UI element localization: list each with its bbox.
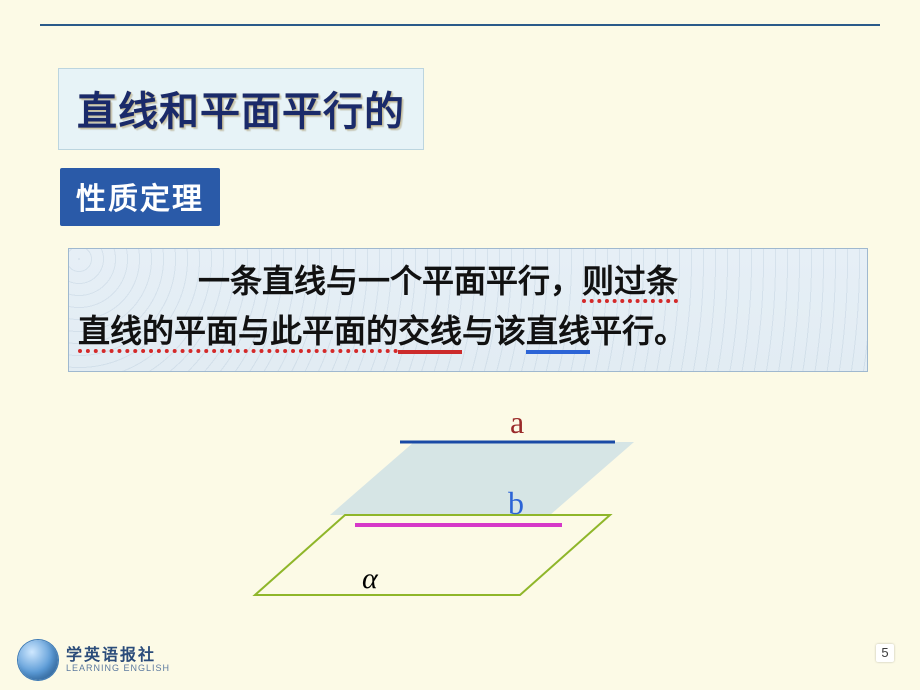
theorem-mid: 与该 — [462, 313, 526, 349]
label-b: b — [508, 485, 524, 522]
theorem-dotted-1: 则过条 — [582, 263, 678, 303]
page-number: 5 — [876, 644, 894, 662]
upper-plane — [330, 442, 634, 515]
theorem-badge: 性质定理 — [60, 168, 220, 226]
brand-cn: 学英语报社 — [66, 648, 170, 664]
theorem-tail: 平行。 — [590, 313, 686, 349]
theorem-plain-1: 一条直线与一个平面平行， — [198, 263, 582, 299]
footer-brand: 学英语报社 LEARNING ENGLISH — [18, 640, 170, 680]
globe-icon — [18, 640, 58, 680]
theorem-text: 一条直线与一个平面平行，则过条 直线的平面与此平面的交线与该直线平行。 — [78, 256, 868, 356]
label-alpha: α — [362, 562, 378, 596]
geometry-diagram — [210, 400, 690, 620]
brand-en: LEARNING ENGLISH — [66, 664, 170, 673]
theorem-jiaoxian: 交线 — [398, 313, 462, 354]
top-rule — [40, 24, 880, 26]
theorem-zhixian: 直线 — [526, 313, 590, 354]
slide-title: 直线和平面平行的 — [58, 68, 424, 150]
label-a: a — [510, 404, 524, 441]
theorem-dotted-2: 直线的平面与此平面的 — [78, 313, 398, 353]
